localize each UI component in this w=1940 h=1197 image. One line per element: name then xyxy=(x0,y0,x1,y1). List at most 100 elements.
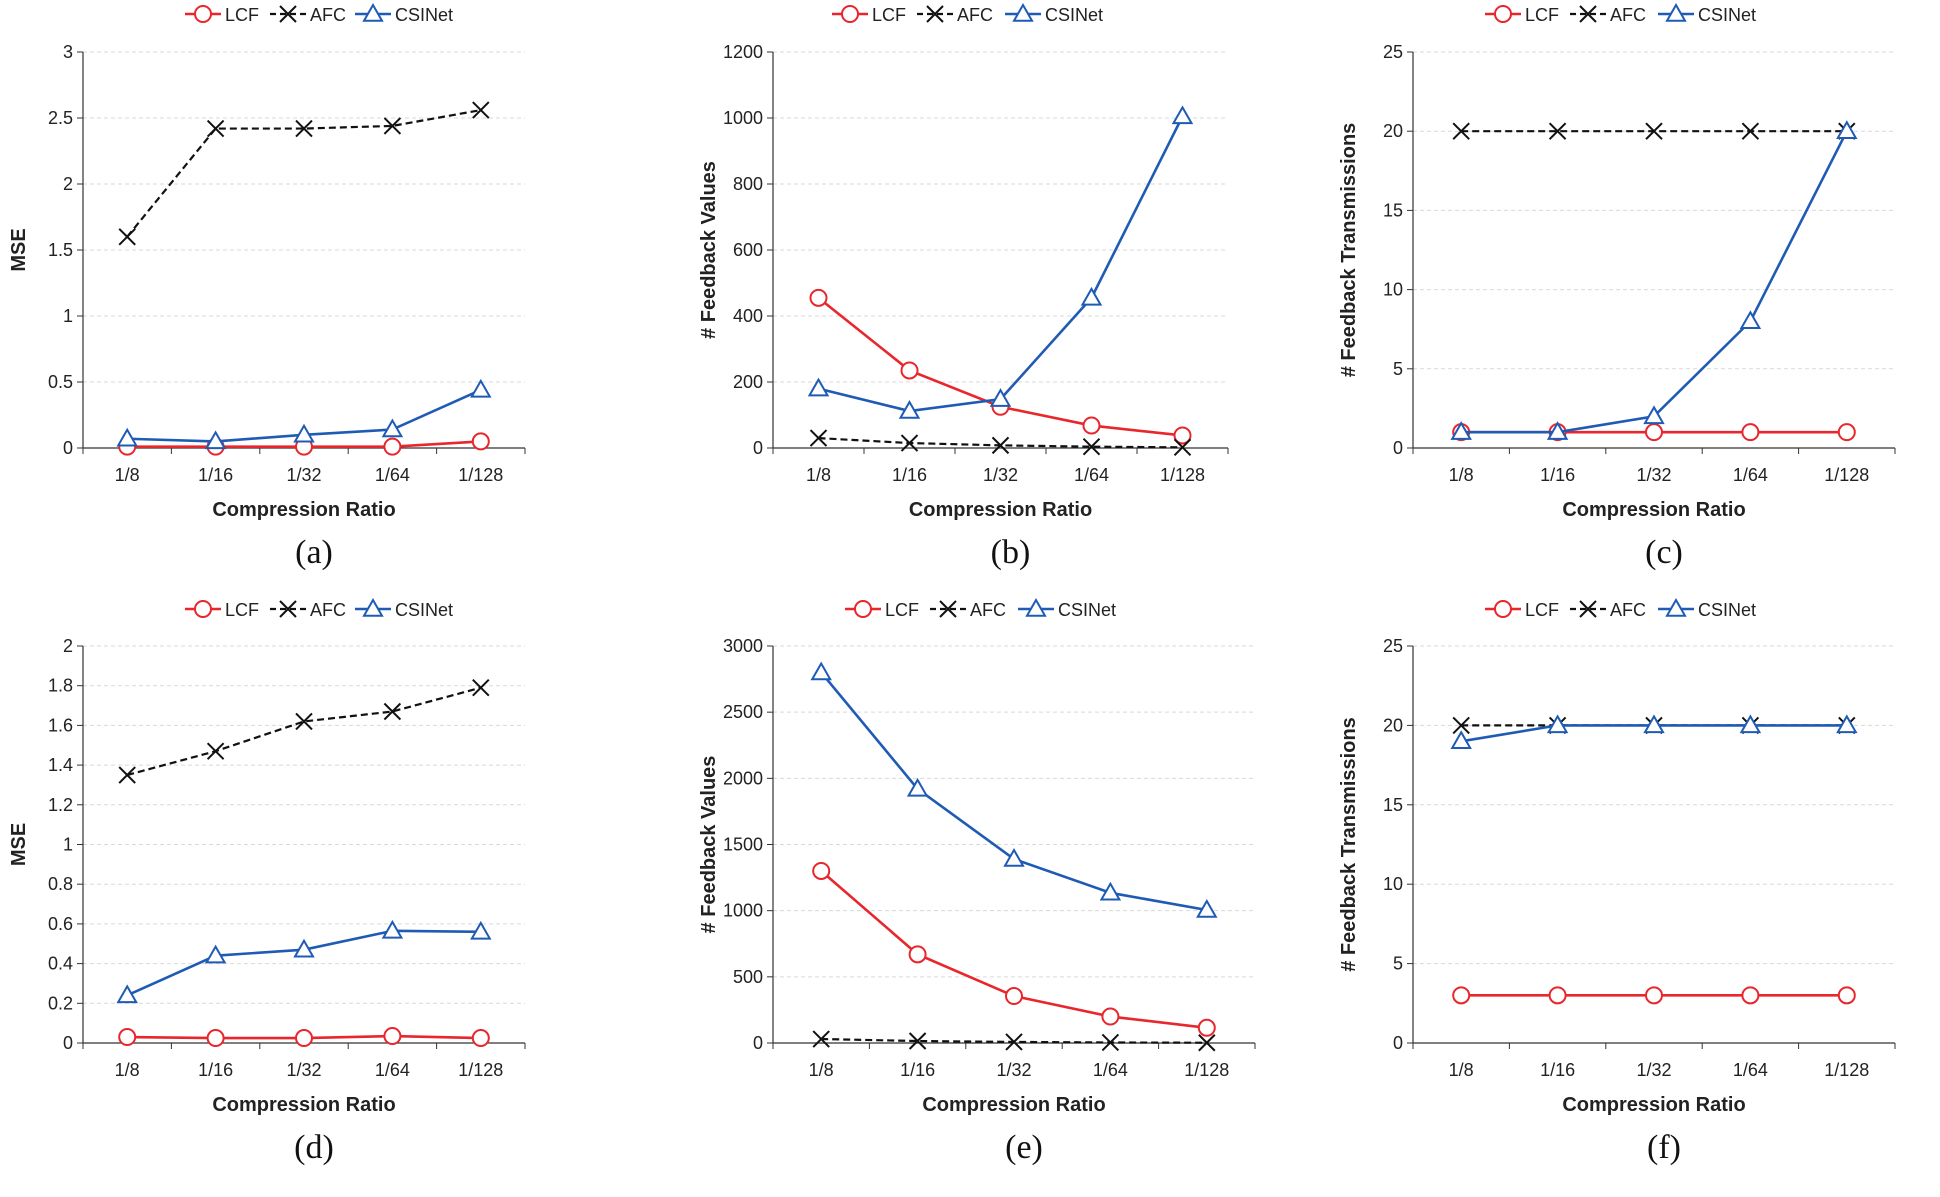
data-point-lcf xyxy=(812,861,831,880)
data-point-lcf xyxy=(1837,423,1856,442)
x-tick-label: 1/16 xyxy=(198,1060,233,1080)
data-point-afc xyxy=(809,429,828,447)
data-point-csinet xyxy=(204,430,227,450)
legend: LCF AFC CSINet xyxy=(185,2,453,25)
legend-label-csinet: CSINet xyxy=(395,5,453,25)
data-point-afc xyxy=(118,766,136,784)
x-axis-title: Compression Ratio xyxy=(922,1094,1105,1116)
legend-marker-afc xyxy=(1579,600,1597,618)
y-tick-label: 1.2 xyxy=(48,795,73,815)
legend-label-afc: AFC xyxy=(1610,600,1646,620)
y-tick-label: 500 xyxy=(733,967,763,987)
legend-marker-csinet xyxy=(1665,2,1687,22)
data-point-csinet xyxy=(381,919,404,939)
data-point-csinet xyxy=(1171,105,1194,125)
data-point-afc xyxy=(908,1032,927,1050)
x-tick-label: 1/16 xyxy=(892,465,927,485)
y-tick-label: 10 xyxy=(1383,874,1403,894)
legend-label-csinet: CSINet xyxy=(1698,600,1756,620)
legend-marker-afc xyxy=(926,5,944,23)
data-point-csinet xyxy=(1546,421,1569,440)
legend-label-lcf: LCF xyxy=(872,5,906,25)
data-point-lcf xyxy=(900,361,919,380)
y-tick-label: 15 xyxy=(1383,795,1403,815)
x-tick-label: 1/64 xyxy=(375,1060,410,1080)
legend-label-lcf: LCF xyxy=(1525,5,1559,25)
data-point-csinet xyxy=(898,400,921,419)
data-point-csinet xyxy=(1643,714,1665,734)
y-tick-label: 1.4 xyxy=(48,755,73,775)
legend-label-lcf: LCF xyxy=(885,600,919,620)
data-point-afc xyxy=(1173,438,1192,457)
data-point-afc xyxy=(900,434,919,452)
data-point-afc xyxy=(295,712,313,731)
x-tick-label: 1/32 xyxy=(286,465,321,485)
panel-label: (b) xyxy=(991,534,1031,571)
x-tick-label: 1/8 xyxy=(1449,1060,1474,1080)
y-tick-label: 2 xyxy=(63,636,73,656)
legend-label-csinet: CSINet xyxy=(1698,5,1756,25)
x-tick-label: 1/8 xyxy=(115,465,140,485)
series-afc xyxy=(812,1030,1216,1052)
data-point-afc xyxy=(1452,716,1470,735)
series-lcf xyxy=(809,288,1192,445)
data-point-csinet xyxy=(1099,881,1122,901)
legend-marker-afc xyxy=(1579,5,1597,23)
y-tick-label: 1000 xyxy=(723,901,763,921)
panel-label: (c) xyxy=(1645,534,1683,571)
y-tick-label: 1 xyxy=(63,306,73,326)
data-point-afc xyxy=(1548,122,1567,140)
x-tick-label: 1/64 xyxy=(1074,465,1109,485)
data-point-lcf xyxy=(471,1029,490,1048)
data-point-csinet xyxy=(470,378,492,398)
panel-label: (e) xyxy=(1005,1129,1043,1166)
y-tick-label: 5 xyxy=(1393,359,1403,379)
data-point-csinet xyxy=(293,423,315,443)
y-tick-label: 0.2 xyxy=(48,993,73,1013)
legend-marker-lcf xyxy=(1494,600,1512,618)
y-tick-label: 20 xyxy=(1383,715,1403,735)
data-point-afc xyxy=(812,1030,830,1048)
legend-marker-csinet xyxy=(1665,597,1687,617)
data-point-lcf xyxy=(471,432,490,451)
series-csinet xyxy=(116,919,492,1004)
y-axis-title: MSE xyxy=(8,228,30,271)
legend: LCF AFC CSINet xyxy=(832,2,1103,25)
y-tick-label: 1000 xyxy=(723,108,763,128)
data-point-csinet xyxy=(1739,310,1762,330)
data-point-afc xyxy=(472,101,490,119)
legend-label-afc: AFC xyxy=(1610,5,1646,25)
data-point-lcf xyxy=(809,288,828,307)
legend-marker-csinet xyxy=(362,597,384,617)
x-tick-label: 1/16 xyxy=(1540,465,1575,485)
y-tick-label: 0 xyxy=(1393,1033,1403,1053)
data-point-csinet xyxy=(1196,898,1218,918)
legend-label-lcf: LCF xyxy=(225,600,259,620)
series-afc xyxy=(118,101,490,246)
data-point-lcf xyxy=(118,1028,137,1047)
data-point-afc xyxy=(118,228,136,246)
data-point-lcf xyxy=(383,1027,402,1046)
series-csinet xyxy=(1450,120,1858,440)
data-point-csinet xyxy=(906,777,929,797)
y-tick-label: 1200 xyxy=(723,42,763,62)
y-tick-label: 200 xyxy=(733,372,763,392)
panel-label: (d) xyxy=(294,1129,334,1166)
x-tick-label: 1/128 xyxy=(1824,465,1869,485)
legend: LCF AFC CSINet xyxy=(1485,597,1756,620)
legend-label-lcf: LCF xyxy=(225,5,259,25)
legend-label-csinet: CSINet xyxy=(1058,600,1116,620)
x-tick-label: 1/32 xyxy=(1636,1060,1671,1080)
legend-label-csinet: CSINet xyxy=(1045,5,1103,25)
chart-panel-b: 0 200 400 600 800 1000 1200 1/8 1/16 1/32 1/64 1/12… xyxy=(698,2,1229,571)
y-tick-label: 400 xyxy=(733,306,763,326)
data-point-afc xyxy=(1005,1033,1023,1051)
y-tick-label: 20 xyxy=(1383,121,1403,141)
legend-label-csinet: CSINet xyxy=(395,600,453,620)
x-axis-title: Compression Ratio xyxy=(1562,1094,1745,1116)
data-point-csinet xyxy=(1836,120,1858,139)
y-tick-label: 2.5 xyxy=(48,108,73,128)
x-tick-label: 1/64 xyxy=(1093,1060,1128,1080)
y-tick-label: 0.8 xyxy=(48,874,73,894)
y-tick-label: 25 xyxy=(1383,42,1403,62)
